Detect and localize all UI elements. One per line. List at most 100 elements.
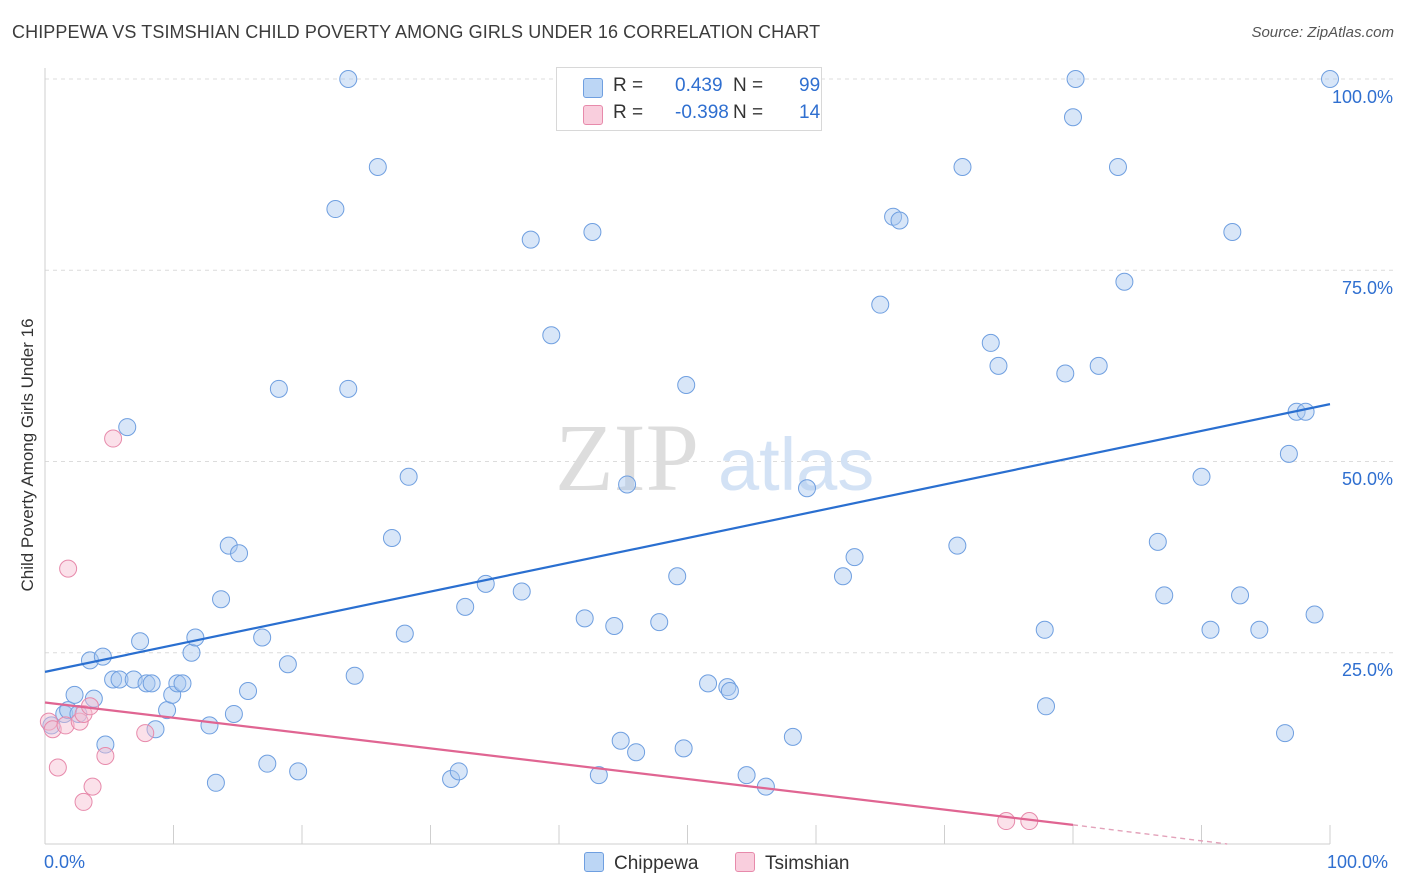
chippewa-point bbox=[1115, 272, 1134, 291]
chippewa-point bbox=[1148, 532, 1167, 551]
bottom-legend-tsimshian: Tsimshian bbox=[735, 852, 849, 875]
chippewa-point bbox=[1066, 70, 1085, 88]
chippewa-point bbox=[449, 762, 468, 781]
chippewa-point bbox=[1279, 444, 1298, 463]
tsimshian-point bbox=[59, 559, 78, 578]
tsimshian-point bbox=[83, 777, 102, 796]
chippewa-point bbox=[278, 655, 297, 674]
watermark-atlas: atlas bbox=[718, 423, 874, 506]
chippewa-point bbox=[1223, 223, 1242, 241]
tsimshian-point bbox=[74, 792, 93, 811]
chippewa-point bbox=[269, 379, 288, 398]
chippewa-point bbox=[871, 295, 890, 314]
tsimshian-point bbox=[48, 758, 67, 777]
x-tick-label-0: 0.0% bbox=[44, 852, 86, 872]
chippewa-point bbox=[605, 616, 624, 635]
chippewa-point bbox=[339, 70, 358, 88]
chippewa-point bbox=[668, 567, 687, 586]
chippewa-point bbox=[677, 376, 696, 394]
chippewa-point bbox=[368, 157, 387, 176]
chippewa-point bbox=[1296, 402, 1315, 421]
chippewa-point bbox=[212, 590, 231, 609]
chippewa-point bbox=[890, 211, 909, 230]
chippewa-point bbox=[1108, 157, 1127, 176]
chippewa-point bbox=[104, 670, 123, 689]
n-value: 99 bbox=[799, 75, 821, 96]
chippewa-point bbox=[206, 773, 225, 792]
y-axis-label: Child Poverty Among Girls Under 16 bbox=[18, 318, 37, 592]
chippewa-point bbox=[981, 333, 1000, 352]
chippewa-point bbox=[948, 536, 967, 555]
tsimshian-point bbox=[136, 724, 155, 743]
chippewa-point bbox=[182, 643, 201, 662]
y-tick-label-50: 50.0% bbox=[1341, 469, 1393, 489]
chippewa-point bbox=[93, 647, 112, 666]
data-points bbox=[39, 70, 1339, 831]
tsimshian-point bbox=[96, 747, 115, 766]
chippewa-point bbox=[173, 674, 192, 693]
tsimshian-legend-swatch bbox=[735, 852, 755, 872]
r-value: 0.439 bbox=[675, 75, 723, 96]
chippewa-point bbox=[1155, 586, 1174, 605]
chippewa-point bbox=[289, 762, 308, 781]
chippewa-point bbox=[137, 674, 156, 693]
chippewa-point bbox=[239, 682, 258, 700]
chippewa-point bbox=[845, 548, 864, 567]
chippewa-point bbox=[339, 379, 358, 398]
trend-lines bbox=[44, 403, 1331, 845]
chippewa-point bbox=[1035, 620, 1054, 639]
chippewa-swatch bbox=[583, 78, 603, 98]
chippewa-point bbox=[131, 632, 150, 651]
chippewa-point bbox=[521, 230, 540, 249]
chippewa-point bbox=[783, 727, 802, 746]
chippewa-point bbox=[1231, 586, 1250, 605]
tsimshian-swatch bbox=[583, 105, 603, 125]
y-tick-label-100: 100.0% bbox=[1331, 87, 1393, 107]
chart-title: CHIPPEWA VS TSIMSHIAN CHILD POVERTY AMON… bbox=[12, 22, 821, 42]
r-value: -0.398 bbox=[675, 102, 729, 123]
tsimshian-point bbox=[997, 812, 1016, 831]
tsimshian-point bbox=[56, 716, 75, 735]
chippewa-point bbox=[989, 356, 1008, 375]
y-tick-label-75: 75.0% bbox=[1341, 278, 1393, 298]
chippewa-point bbox=[168, 674, 187, 693]
r-label: R = bbox=[613, 75, 644, 96]
tsimshian-trend-extension bbox=[1072, 824, 1228, 845]
chippewa-point bbox=[1276, 724, 1295, 743]
n-label: N = bbox=[733, 102, 764, 123]
chippewa-legend-label: Chippewa bbox=[614, 853, 699, 874]
chippewa-point bbox=[611, 731, 630, 750]
chippewa-point bbox=[253, 628, 272, 647]
chippewa-point bbox=[258, 754, 277, 773]
axes bbox=[44, 68, 1331, 845]
chippewa-point bbox=[186, 628, 205, 647]
chippewa-point bbox=[146, 720, 165, 739]
chippewa-point bbox=[142, 674, 161, 693]
chippewa-point bbox=[1089, 356, 1108, 375]
tsimshian-legend-label: Tsimshian bbox=[765, 853, 850, 874]
tsimshian-trend-line bbox=[44, 701, 1074, 826]
chippewa-point bbox=[833, 567, 852, 586]
chippewa-point bbox=[618, 475, 637, 494]
tsimshian-point bbox=[104, 429, 123, 448]
chart-source: Source: ZipAtlas.com bbox=[1251, 24, 1394, 41]
chippewa-point bbox=[65, 685, 84, 704]
chippewa-point bbox=[345, 666, 364, 685]
chippewa-point bbox=[953, 157, 972, 176]
n-value: 14 bbox=[799, 102, 821, 123]
chippewa-point bbox=[219, 536, 238, 555]
chippewa-point bbox=[442, 769, 461, 788]
chippewa-point bbox=[583, 223, 602, 241]
chippewa-point bbox=[456, 597, 475, 616]
chippewa-point bbox=[798, 479, 817, 498]
chippewa-point bbox=[1250, 620, 1269, 639]
correlation-legend: R = 0.439 N = 99 R = -0.398 N = 14 bbox=[556, 67, 822, 131]
chippewa-point bbox=[326, 200, 345, 219]
chippewa-point bbox=[720, 682, 739, 700]
chippewa-point bbox=[163, 685, 182, 704]
chippewa-point bbox=[1064, 108, 1082, 127]
chippewa-point bbox=[110, 670, 129, 689]
chippewa-point bbox=[512, 582, 531, 601]
y-tick-label-25: 25.0% bbox=[1341, 660, 1393, 680]
